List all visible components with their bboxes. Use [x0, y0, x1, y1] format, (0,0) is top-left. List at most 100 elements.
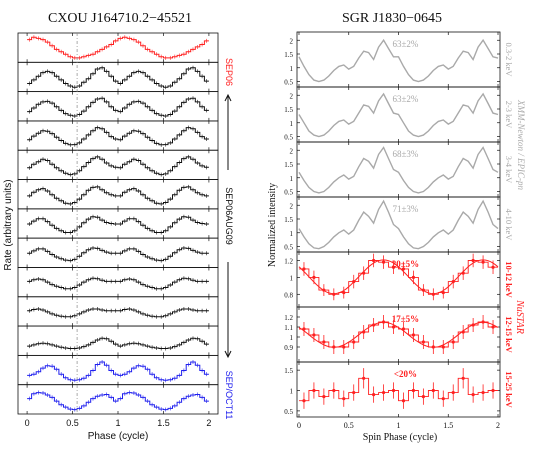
right-y-tick-label: 1.5	[284, 216, 293, 224]
right-data-point	[441, 291, 445, 295]
pulsed-fraction-label: 63±2%	[392, 94, 418, 104]
right-data-point	[362, 330, 366, 334]
right-y-tick-label: 1	[290, 120, 294, 128]
left-y-axis-label: Rate (arbitrary units)	[3, 179, 14, 270]
right-y-tick-label: 2	[290, 202, 294, 210]
right-data-point	[431, 292, 435, 296]
left-profile-6	[27, 216, 209, 233]
left-profile-11	[27, 361, 209, 381]
left-panel-frame	[17, 32, 219, 63]
energy-band-label: 3-4 keV	[504, 156, 514, 184]
energy-band-label: 2-3 keV	[504, 101, 514, 129]
right-data-point	[391, 325, 396, 329]
energy-band-label: 4-10 keV	[504, 209, 514, 242]
right-x-tick-label: 1	[397, 421, 401, 430]
right-y-tick-label: 1	[290, 274, 294, 282]
right-data-point	[381, 320, 386, 324]
right-model-curve-5	[298, 321, 499, 348]
pulsed-fraction-label: 17±5%	[392, 314, 419, 324]
right-data-point	[431, 345, 435, 349]
right-data-point	[471, 323, 475, 327]
right-data-point	[372, 258, 376, 263]
left-panel-frame	[17, 354, 219, 386]
left-chart: 0 0.5 1 1.5 2	[17, 32, 219, 428]
right-y-axis-label: Normalized intensity	[267, 183, 278, 267]
right-y-tick-label: 1.2	[284, 314, 293, 322]
left-x-tick-label: 0	[25, 418, 30, 428]
right-data-point	[441, 397, 445, 401]
right-data-point	[322, 288, 326, 292]
left-profile-7	[27, 247, 209, 262]
right-data-point	[372, 323, 376, 327]
pulsed-fraction-label: 20±5%	[392, 259, 419, 269]
left-profile-2	[27, 97, 209, 117]
right-data-point	[461, 271, 465, 275]
right-data-point	[372, 392, 376, 397]
right-data-point	[362, 376, 366, 380]
left-panel-frame	[17, 120, 219, 151]
right-data-point	[451, 340, 455, 344]
energy-band-label: 12-15 keV	[504, 316, 514, 353]
right-data-point	[362, 271, 366, 275]
right-data-point	[441, 345, 445, 349]
left-x-tick-label: 1.5	[157, 418, 170, 428]
right-data-point	[302, 327, 306, 331]
right-data-point	[461, 376, 465, 380]
epoch-arrow-up	[224, 93, 232, 170]
left-profile-3	[27, 127, 209, 146]
right-data-point	[302, 399, 306, 403]
right-y-tick-label: 2	[290, 37, 294, 45]
right-data-point	[322, 340, 326, 344]
right-y-tick-label: 1.5	[284, 51, 293, 59]
right-data-point	[451, 390, 455, 395]
label-sep06aug09: SEP06AUG09	[224, 187, 234, 245]
right-data-point	[421, 288, 425, 292]
right-data-point	[352, 340, 356, 344]
right-data-point	[451, 280, 455, 284]
right-y-tick-label: 1.2	[284, 257, 293, 265]
label-nustar: NuSTAR	[514, 299, 525, 334]
right-x-tick-label: 2	[496, 421, 500, 430]
right-data-point	[312, 333, 316, 337]
right-data-point	[471, 392, 475, 397]
left-x-axis-label: Phase (cycle)	[88, 431, 149, 442]
right-data-point	[381, 260, 386, 264]
right-data-point	[421, 395, 425, 399]
left-panel-frame	[17, 149, 219, 180]
right-data-point	[332, 345, 336, 349]
right-x-tick-label: 0.5	[344, 421, 354, 430]
left-panel-frame	[17, 325, 219, 356]
right-data-point	[352, 390, 356, 395]
right-y-tick-label: 2	[290, 92, 294, 100]
right-profile-5	[299, 321, 498, 348]
right-data-point	[411, 275, 416, 279]
epoch-arrow-down	[224, 262, 232, 359]
left-profile-9	[27, 308, 209, 318]
right-data-point	[342, 291, 346, 295]
label-sep06: SEP06	[224, 58, 234, 86]
right-x-tick-label: 1.5	[443, 421, 453, 430]
right-data-point	[461, 330, 465, 334]
right-data-point	[401, 267, 406, 271]
right-y-tick-label: 1	[290, 65, 294, 73]
right-profile-6	[299, 377, 498, 402]
right-data-point	[481, 390, 485, 395]
right-data-point	[481, 260, 485, 264]
right-data-point	[411, 333, 416, 337]
right-data-point	[381, 390, 386, 395]
pulsed-fraction-label: 68±3%	[392, 149, 418, 159]
right-data-point	[391, 265, 396, 269]
right-profile-2	[298, 146, 499, 194]
left-profile-1	[27, 67, 209, 88]
right-data-point	[342, 397, 346, 401]
right-chart: 0.5 1 1.5 2 63±2% 0.3-2 keV 0.5 1 1.5 2 63±2% 2-3 k…	[284, 31, 514, 430]
right-y-tick-label: 0.9	[284, 344, 293, 352]
right-data-point	[312, 388, 316, 393]
right-y-tick-label: 1.5	[284, 367, 293, 375]
right-x-axis-label: Spin Phase (cycle)	[363, 432, 437, 443]
right-y-tick-label: 0.5	[284, 408, 293, 416]
right-y-tick-label: 1	[290, 175, 294, 183]
right-y-tick-label: 1.5	[284, 161, 293, 169]
pulsed-fraction-label: <20%	[394, 369, 417, 379]
